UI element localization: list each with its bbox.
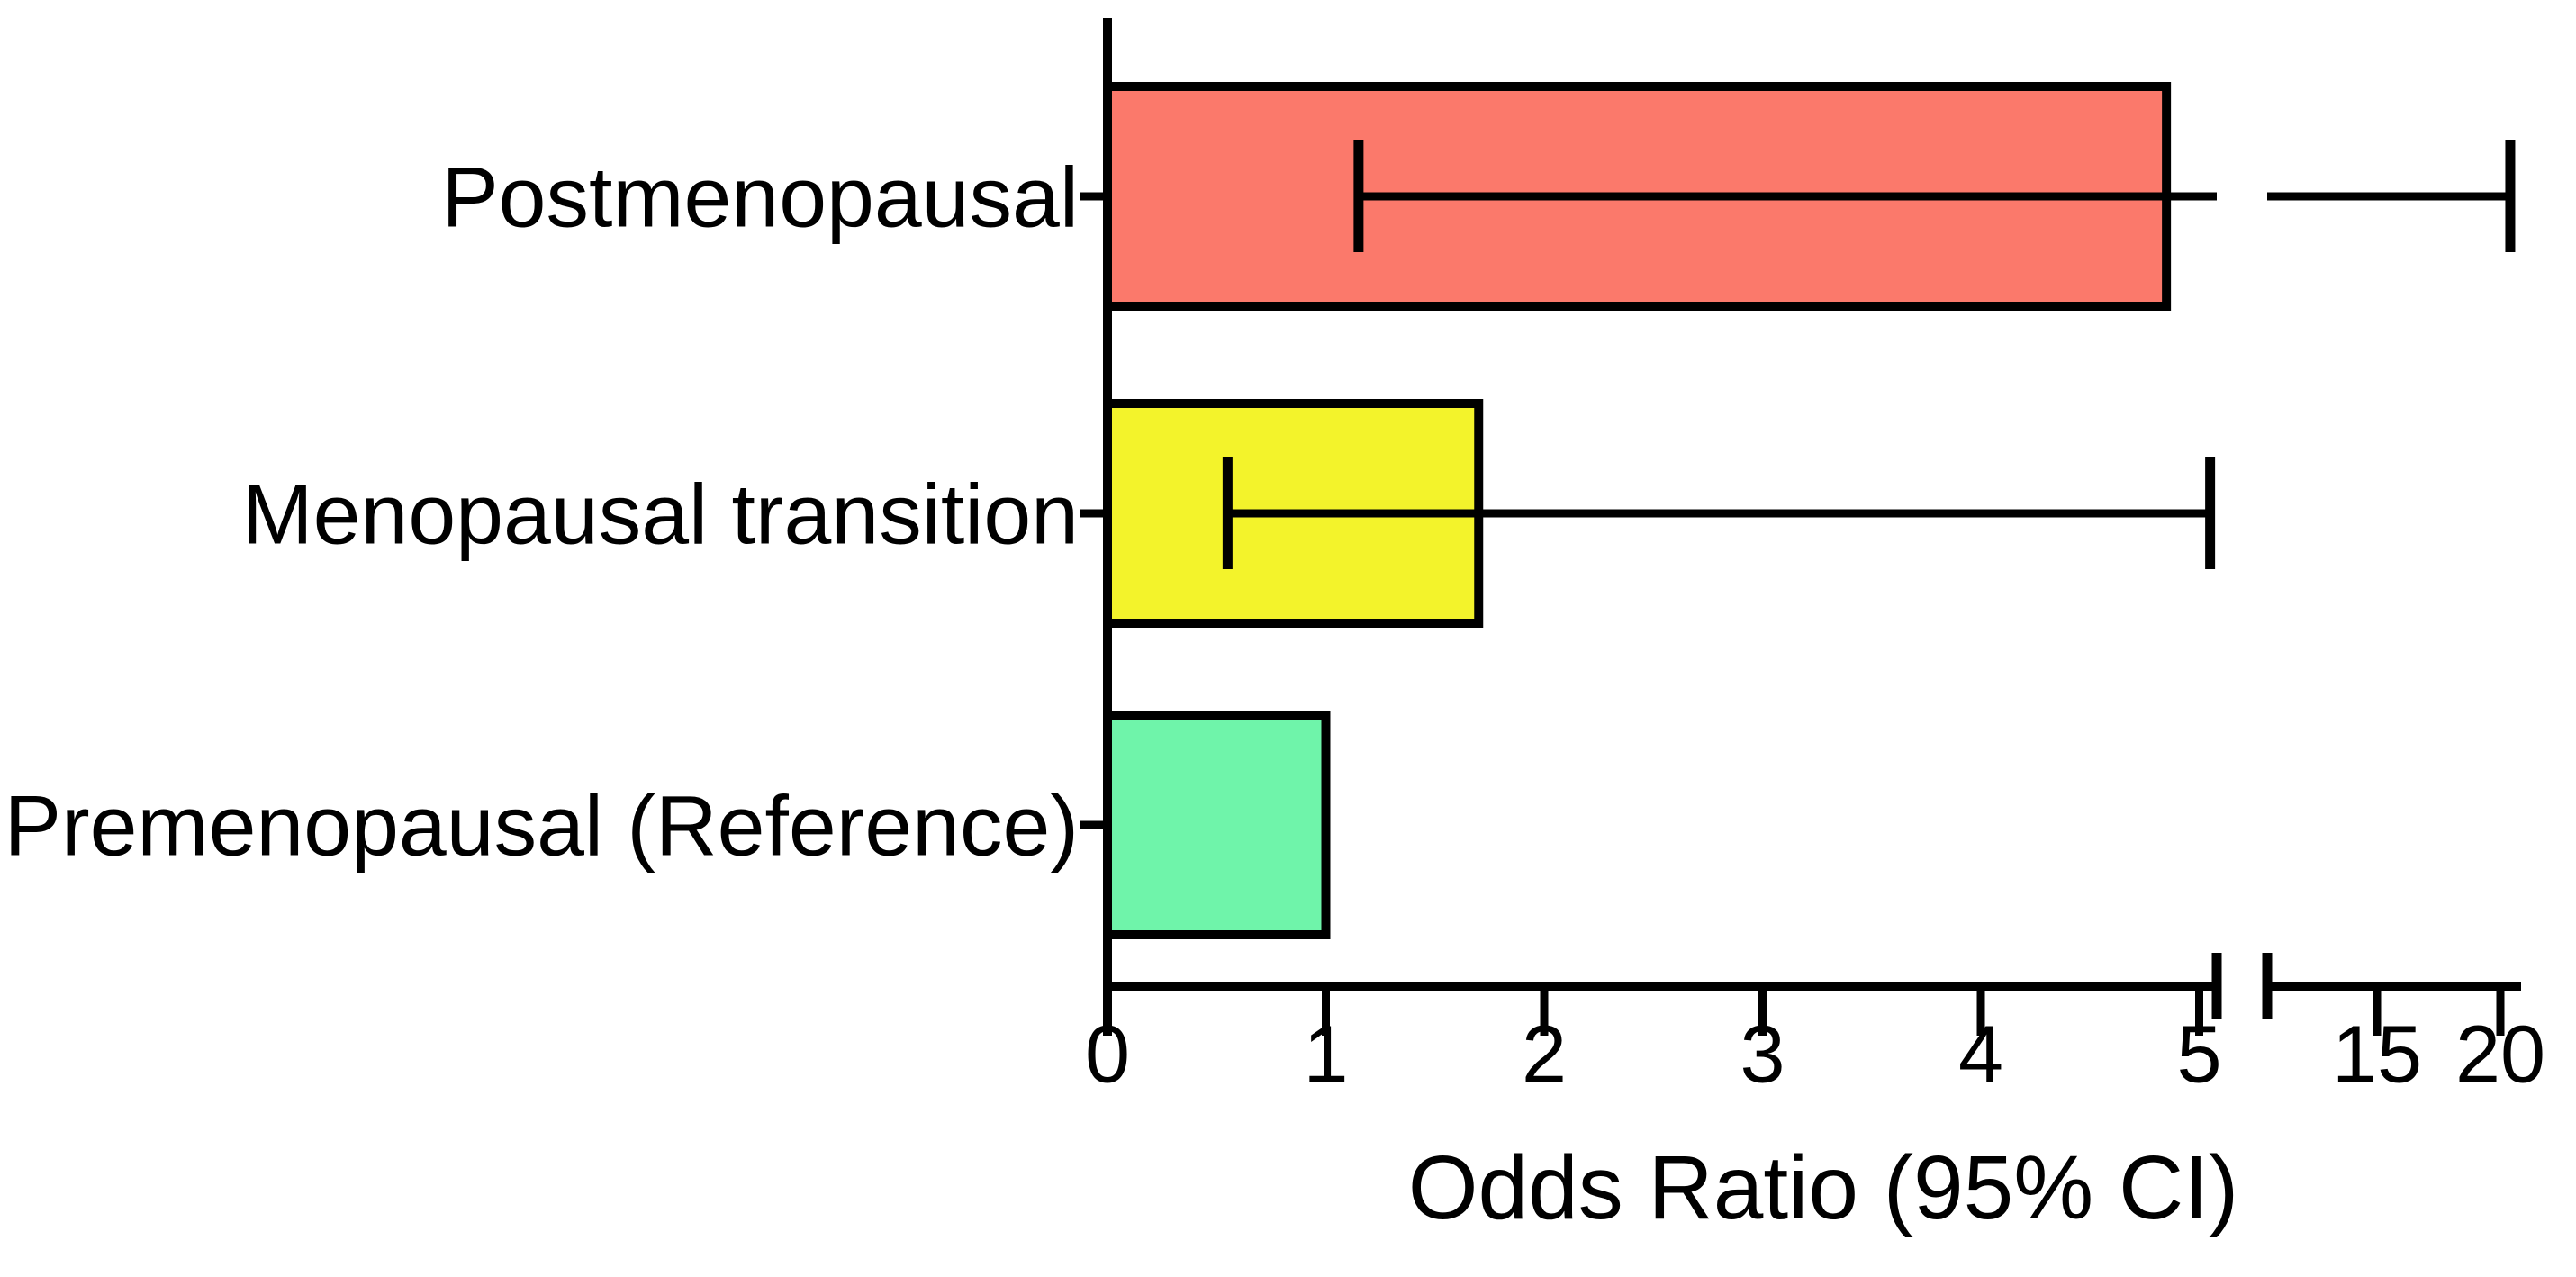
x-tick-3 bbox=[1758, 986, 1767, 1036]
x-axis-line-left bbox=[1103, 982, 2217, 991]
category-label-1: Menopausal transition bbox=[242, 466, 1079, 562]
error-line-0-after-break bbox=[2267, 192, 2510, 201]
y-axis-line bbox=[1103, 18, 1112, 1036]
error-line-1 bbox=[1227, 509, 2210, 518]
axis-break-mark-right bbox=[2262, 953, 2273, 1019]
category-label-0: Postmenopausal bbox=[441, 149, 1079, 245]
x-tick-label-0: 0 bbox=[1085, 1010, 1130, 1100]
category-tick-0 bbox=[1080, 192, 1107, 201]
x-tick-label-2: 2 bbox=[1522, 1010, 1567, 1100]
error-cap-high-1 bbox=[2205, 457, 2216, 569]
category-label-2: Premenopausal (Reference) bbox=[5, 778, 1079, 874]
x-tick-15 bbox=[2373, 986, 2382, 1036]
x-tick-1 bbox=[1322, 986, 1330, 1036]
error-cap-high-0 bbox=[2505, 140, 2516, 252]
error-line-0 bbox=[1358, 192, 2217, 201]
x-tick-5 bbox=[2195, 986, 2203, 1036]
error-cap-low-0 bbox=[1353, 140, 1364, 252]
error-cap-low-1 bbox=[1222, 457, 1233, 569]
x-tick-4 bbox=[1976, 986, 1985, 1036]
axis-break-mark-left bbox=[2211, 953, 2222, 1019]
x-tick-label-5: 5 bbox=[2176, 1010, 2221, 1100]
x-axis-line-right bbox=[2267, 982, 2521, 991]
x-tick-0 bbox=[1103, 986, 1112, 1036]
x-tick-label-1: 1 bbox=[1303, 1010, 1348, 1100]
x-tick-label-3: 3 bbox=[1740, 1010, 1785, 1100]
x-tick-label-15: 15 bbox=[2332, 1010, 2422, 1100]
x-tick-label-4: 4 bbox=[1958, 1010, 2003, 1100]
x-tick-label-20: 20 bbox=[2455, 1010, 2545, 1100]
bar-2 bbox=[1103, 711, 1331, 939]
x-tick-20 bbox=[2496, 986, 2505, 1036]
x-axis-title: Odds Ratio (95% CI) bbox=[1408, 1137, 2239, 1238]
category-tick-2 bbox=[1080, 820, 1107, 829]
category-tick-1 bbox=[1080, 509, 1107, 518]
x-tick-2 bbox=[1540, 986, 1549, 1036]
